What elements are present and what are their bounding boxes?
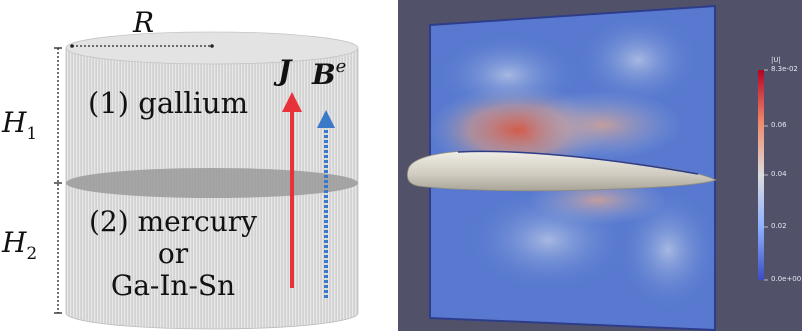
layer2-label: (2) mercury or Ga-In-Sn xyxy=(78,206,268,302)
h1-subscript: 1 xyxy=(26,124,38,144)
colorbar-title: |U| xyxy=(771,56,781,64)
layer1-label: (1) gallium xyxy=(88,86,249,120)
interface-ellipse xyxy=(66,168,358,198)
h1-letter: H xyxy=(2,106,27,139)
colorbar-tick-004: 0.04 xyxy=(771,170,787,178)
colorbar-tick-006: 0.06 xyxy=(771,121,787,129)
layer2-line2: or xyxy=(157,237,189,270)
current-arrowhead xyxy=(282,92,302,112)
colorbar-tick-min: 0.0e+00 xyxy=(771,275,802,283)
radius-label: R xyxy=(133,6,155,39)
layer2-line3: Ga-In-Sn xyxy=(110,269,236,302)
h1-label: H1 xyxy=(2,106,37,144)
cylinder-top xyxy=(65,31,359,65)
current-label: J xyxy=(278,54,292,87)
colorbar xyxy=(758,70,764,280)
h2-label: H2 xyxy=(2,226,37,264)
colorbar-tick-002: 0.02 xyxy=(771,222,787,230)
colorbar-tick-max: 8.3e-02 xyxy=(771,65,798,73)
h2-subscript: 2 xyxy=(26,244,38,264)
cylinder-diagram xyxy=(54,31,359,330)
simulation-render xyxy=(398,0,802,331)
layer2-line1: (2) mercury xyxy=(89,205,257,238)
field-letter: B xyxy=(312,58,336,91)
field-label: Be xyxy=(312,56,347,91)
h2-letter: H xyxy=(2,226,27,259)
field-superscript: e xyxy=(335,56,347,77)
field-arrowhead xyxy=(317,110,335,128)
